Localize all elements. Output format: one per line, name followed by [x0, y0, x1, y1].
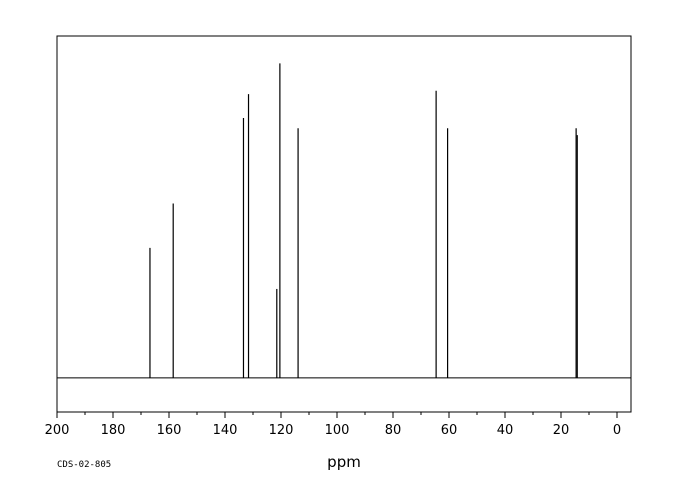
x-tick-label-60: 60	[441, 423, 458, 438]
x-tick-label-120: 120	[269, 423, 294, 438]
x-tick-label-140: 140	[213, 423, 238, 438]
x-tick-label-20: 20	[553, 423, 570, 438]
x-axis-label: ppm	[327, 453, 361, 471]
x-axis-ticks: 200 180 160 140 120 100 80 60 40 20 0	[45, 412, 621, 438]
x-tick-label-80: 80	[385, 423, 402, 438]
x-tick-label-100: 100	[325, 423, 350, 438]
x-tick-label-40: 40	[497, 423, 514, 438]
x-tick-label-0: 0	[613, 423, 621, 438]
plot-frame	[56, 35, 632, 413]
x-tick-label-200: 200	[45, 423, 70, 438]
x-tick-label-160: 160	[157, 423, 182, 438]
peaks-group	[149, 63, 578, 378]
spectrum-code-label: CDS-02-805	[57, 460, 111, 470]
x-tick-label-180: 180	[101, 423, 126, 438]
